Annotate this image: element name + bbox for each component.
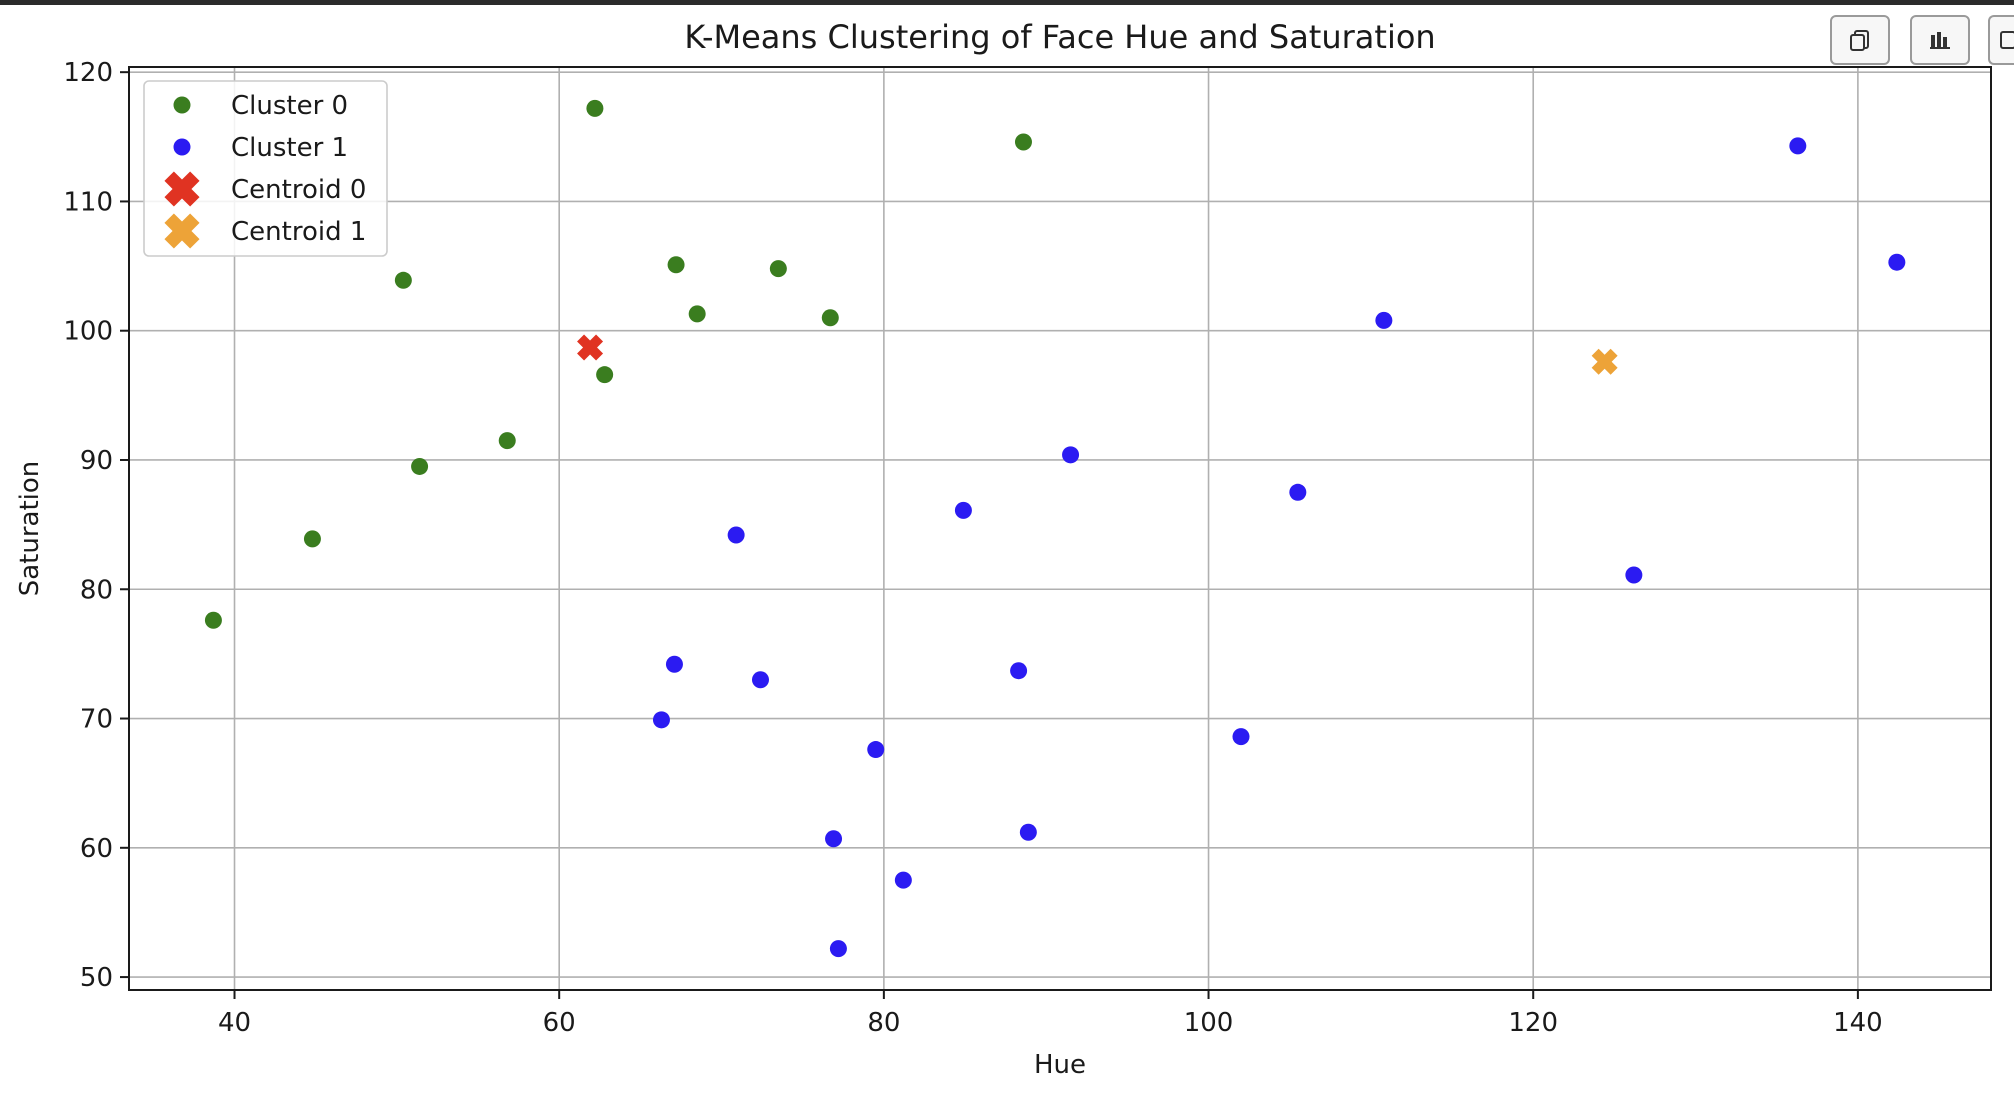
point-cluster-1 [954, 501, 972, 519]
y-tick-label: 60 [80, 834, 113, 864]
legend-box [143, 80, 388, 257]
point-cluster-0 [498, 432, 516, 450]
y-tick-label: 50 [80, 963, 113, 993]
point-cluster-1 [894, 871, 912, 889]
point-cluster-1 [1010, 662, 1028, 680]
legend-marker-cluster-0 [173, 96, 191, 114]
point-cluster-1 [1062, 446, 1080, 464]
point-cluster-0 [1014, 133, 1032, 151]
window-top-border [0, 0, 2014, 5]
x-tick-label: 80 [867, 1008, 900, 1038]
point-cluster-0 [394, 271, 412, 289]
point-cluster-1 [1375, 311, 1393, 329]
legend-label: Centroid 0 [231, 175, 366, 205]
x-tick-label: 40 [218, 1008, 251, 1038]
point-cluster-1 [1888, 253, 1906, 271]
point-cluster-1 [829, 940, 847, 958]
point-cluster-1 [867, 741, 885, 759]
point-cluster-0 [821, 309, 839, 327]
legend-marker-centroid [164, 171, 200, 207]
point-cluster-1 [1232, 728, 1250, 746]
x-tick-label: 100 [1184, 1008, 1234, 1038]
point-cluster-1 [665, 655, 683, 673]
more-icon [2000, 31, 2014, 49]
y-tick-label: 110 [63, 187, 113, 217]
legend-label: Centroid 1 [231, 217, 366, 247]
legend-label: Cluster 0 [231, 91, 348, 121]
legend-marker-centroid [164, 213, 200, 249]
bar-chart-icon [1930, 32, 1950, 49]
y-axis-label: Saturation [15, 461, 45, 597]
point-cluster-1 [751, 671, 769, 689]
point-cluster-1 [1019, 823, 1037, 841]
x-tick-label: 120 [1508, 1008, 1558, 1038]
point-cluster-0 [596, 366, 614, 384]
y-tick-label: 90 [80, 446, 113, 476]
point-cluster-1 [825, 830, 843, 848]
chart-button[interactable] [1910, 15, 1970, 65]
plot-frame [128, 66, 1992, 991]
x-tick-label: 60 [543, 1008, 576, 1038]
point-cluster-0 [204, 611, 222, 629]
copy-button[interactable] [1830, 15, 1890, 65]
point-cluster-0 [303, 530, 321, 548]
legend-marker-cluster-1 [173, 138, 191, 156]
y-tick-label: 100 [63, 317, 113, 347]
chart-title: K-Means Clustering of Face Hue and Satur… [684, 18, 1435, 56]
point-cluster-0 [688, 305, 706, 323]
point-cluster-1 [1625, 566, 1643, 584]
point-cluster-1 [1289, 483, 1307, 501]
y-tick-label: 120 [63, 58, 113, 88]
x-axis-label: Hue [1034, 1050, 1086, 1080]
more-button[interactable] [1988, 15, 2014, 65]
centroid-marker-2 [577, 334, 604, 361]
centroid-marker-3 [1591, 348, 1618, 375]
legend-label: Cluster 1 [231, 133, 348, 163]
point-cluster-0 [586, 99, 604, 117]
point-cluster-0 [411, 457, 429, 475]
y-tick-label: 80 [80, 575, 113, 605]
point-cluster-0 [667, 256, 685, 274]
point-cluster-1 [1789, 137, 1807, 155]
point-cluster-1 [652, 711, 670, 729]
copy-icon [1850, 30, 1869, 51]
y-tick-label: 70 [80, 705, 113, 735]
point-cluster-1 [727, 526, 745, 544]
point-cluster-0 [769, 260, 787, 278]
x-tick-label: 140 [1833, 1008, 1883, 1038]
